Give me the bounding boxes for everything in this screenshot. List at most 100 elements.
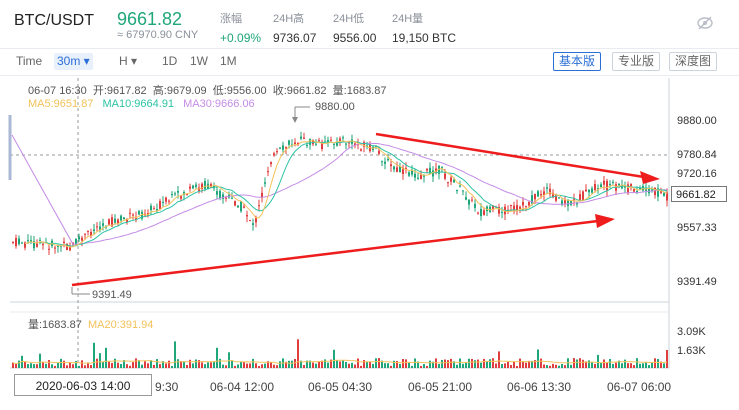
volume-bar	[297, 339, 299, 368]
ohlc-close: 收:9661.82	[272, 85, 327, 97]
volume-bar	[96, 358, 98, 368]
candle-body	[300, 136, 302, 139]
candle-body	[543, 191, 545, 196]
time-tick: 06-05 04:30	[308, 380, 373, 394]
candle-body	[450, 177, 452, 182]
volume-bar	[351, 362, 353, 368]
volume-bar	[558, 365, 560, 368]
candle-body	[483, 210, 485, 215]
candle-body	[384, 161, 386, 164]
candle-body	[366, 145, 368, 147]
candle-body	[432, 170, 434, 177]
volume-bar	[501, 364, 503, 368]
candlestick-chart[interactable]	[0, 75, 739, 410]
candle-body	[276, 151, 278, 153]
candle-body	[75, 239, 77, 246]
range-1m[interactable]: 1M	[220, 54, 237, 68]
ma10-line	[39, 140, 668, 247]
volume-bar	[129, 365, 131, 368]
volume-bar	[111, 362, 113, 368]
volume-bar	[195, 359, 197, 368]
stat-high-label: 24H高	[273, 13, 305, 25]
volume-bar	[540, 358, 542, 368]
ohlc-volume: 量:1683.87	[332, 85, 387, 97]
volume-bar	[453, 361, 455, 368]
volume-bar	[420, 366, 422, 368]
volume-bar	[189, 359, 191, 368]
candle-body	[633, 189, 635, 192]
volume-tick: 1.63K	[677, 345, 706, 357]
volume-bar	[135, 358, 137, 368]
ma10-value: MA10:9664.91	[102, 98, 175, 110]
volume-bar	[63, 360, 65, 368]
volume-bar	[159, 364, 161, 368]
volume-bar	[621, 363, 623, 368]
ohlc-low: 低:9556.00	[212, 85, 267, 97]
candle-body	[516, 205, 518, 212]
depth-chart-button[interactable]: 深度图	[669, 52, 718, 71]
volume-bar	[234, 365, 236, 368]
candle-body	[114, 218, 116, 223]
candle-body	[408, 172, 410, 176]
basic-version-button[interactable]: 基本版	[553, 52, 602, 71]
candle-body	[363, 142, 365, 147]
volume-bar	[504, 363, 506, 368]
ohlc-high: 高:9679.09	[152, 85, 207, 97]
candle-body	[15, 238, 17, 247]
volume-bar	[306, 360, 308, 368]
pro-version-button[interactable]: 专业版	[612, 52, 661, 71]
volume-bar	[69, 362, 71, 368]
candle-body	[411, 169, 413, 175]
candle-body	[639, 188, 641, 190]
time-label[interactable]: Time	[16, 54, 43, 68]
candle-body	[435, 168, 437, 172]
volume-bar	[552, 363, 554, 368]
chart-type-select[interactable]: H ▾	[119, 54, 138, 68]
time-tick: 06-05 21:00	[408, 380, 473, 394]
hide-eye-icon[interactable]	[696, 14, 714, 32]
volume-bar	[543, 364, 545, 368]
candle-body	[81, 237, 83, 241]
candle-body	[630, 184, 632, 187]
volume-bar	[327, 362, 329, 368]
candle-body	[492, 205, 494, 210]
volume-bar	[264, 363, 266, 368]
volume-bar	[594, 363, 596, 368]
candle-body	[153, 208, 155, 210]
volume-bar	[555, 364, 557, 368]
candle-body	[567, 199, 569, 206]
last-price: 9661.82	[117, 9, 183, 29]
volume-bar	[123, 360, 125, 368]
candle-body	[549, 188, 551, 195]
volume-info: 量:1683.87 MA20:391.94	[28, 316, 153, 332]
volume-bar	[441, 360, 443, 368]
volume-bar	[204, 364, 206, 368]
volume-bar	[192, 363, 194, 368]
candle-body	[255, 217, 257, 223]
volume-bar	[375, 358, 377, 368]
volume-bar	[357, 358, 359, 368]
volume-bar	[177, 359, 179, 368]
volume-bar	[600, 362, 602, 368]
interval-select[interactable]: 30m ▾	[54, 53, 93, 70]
candle-body	[552, 192, 554, 198]
candle-body	[573, 199, 575, 201]
candle-body	[486, 206, 488, 212]
ohlc-datetime: 06-07 16:30	[28, 85, 87, 97]
candle-body	[609, 184, 611, 186]
range-1w[interactable]: 1W	[190, 54, 208, 68]
volume-bar	[156, 359, 158, 368]
candle-body	[117, 219, 119, 224]
candle-body	[465, 197, 467, 200]
volume-bar	[15, 363, 17, 368]
candles	[12, 131, 668, 255]
volume-bar	[372, 363, 374, 368]
candle-body	[12, 242, 14, 243]
stat-high-value: 9736.07	[273, 31, 317, 45]
volume-bar	[462, 363, 464, 368]
range-1d[interactable]: 1D	[162, 54, 178, 68]
volume-bar	[270, 362, 272, 368]
candle-body	[189, 186, 191, 189]
candle-body	[657, 188, 659, 197]
volume-bar	[60, 358, 62, 368]
